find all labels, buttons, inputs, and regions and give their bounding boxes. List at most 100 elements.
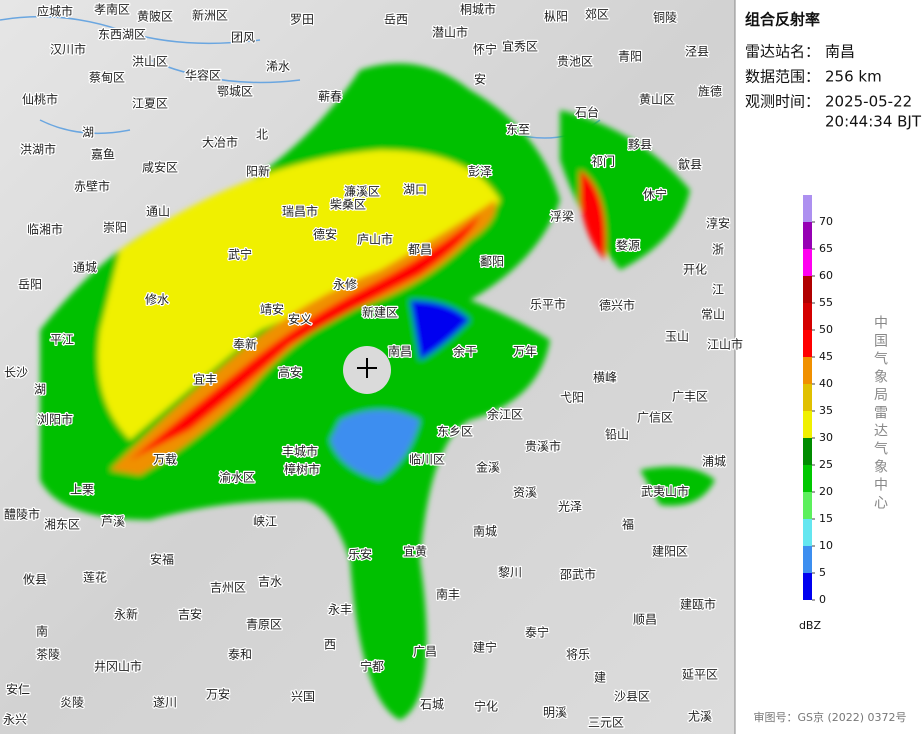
place-label: 洪湖市: [20, 142, 56, 157]
legend-tick-label: 50: [819, 323, 833, 336]
place-label: 安义: [288, 312, 312, 327]
place-label: 湖: [82, 125, 94, 140]
place-label: 浮梁: [550, 209, 574, 224]
place-label: 万安: [206, 687, 230, 702]
place-label: 石城: [420, 698, 444, 712]
station-label: 雷达站名：: [745, 43, 820, 61]
legend-tick-label: 40: [819, 377, 833, 390]
place-label: 邵武市: [560, 567, 596, 582]
place-label: 安仁: [6, 682, 30, 697]
place-label: 南昌: [388, 344, 412, 359]
place-label: 鄂城区: [217, 85, 253, 99]
place-label: 弋阳: [560, 391, 584, 405]
approval-number: 审图号：GS京 (2022) 0372号: [753, 710, 906, 724]
place-label: 歙县: [678, 157, 702, 172]
place-label: 余江区: [487, 407, 523, 422]
place-label: 怀宁: [473, 42, 497, 57]
place-label: 丰城市: [282, 444, 318, 459]
place-label: 宜秀区: [502, 39, 538, 54]
legend-band: [803, 519, 812, 546]
place-label: 大冶市: [202, 135, 238, 150]
place-label: 永丰: [328, 603, 352, 617]
place-label: 安福: [150, 552, 174, 567]
place-label: 湖: [34, 382, 46, 397]
legend-band: [803, 330, 812, 357]
place-label: 德安: [313, 227, 337, 242]
legend-unit: dBZ: [799, 619, 822, 632]
place-label: 东乡区: [437, 425, 473, 439]
place-label: 长沙: [4, 366, 28, 380]
place-label: 贵溪市: [525, 439, 561, 454]
place-label: 遂川: [153, 696, 177, 710]
place-label: 仙桃市: [22, 92, 58, 107]
place-label: 吉水: [258, 575, 282, 589]
time-label: 观测时间：: [745, 93, 820, 111]
place-label: 靖安: [260, 302, 284, 317]
place-label: 赤壁市: [74, 179, 110, 194]
place-label: 青阳: [618, 50, 642, 64]
place-label: 潜山市: [432, 25, 468, 40]
place-label: 金溪: [476, 460, 500, 475]
place-label: 黄陂区: [137, 9, 173, 24]
place-label: 万年: [513, 345, 537, 359]
place-label: 醴陵市: [4, 507, 40, 522]
place-label: 蔡甸区: [89, 71, 125, 85]
legend-band: [803, 276, 812, 303]
place-label: 建阳区: [652, 545, 688, 559]
legend-band: [803, 492, 812, 519]
place-label: 铅山: [605, 428, 629, 442]
place-label: 三元区: [588, 716, 624, 730]
range: 256 km: [825, 68, 882, 86]
place-label: 新建区: [362, 305, 398, 320]
place-label: 建: [594, 671, 606, 685]
place-label: 汉川市: [50, 42, 86, 57]
legend-band: [803, 546, 812, 573]
place-label: 湖口: [403, 182, 427, 197]
place-label: 休宁: [643, 187, 667, 202]
place-label: 泾县: [685, 45, 709, 59]
time: 20:44:34 BJT: [825, 113, 922, 131]
place-label: 江夏区: [132, 97, 168, 111]
place-label: 南城: [473, 524, 497, 539]
place-label: 尤溪: [688, 710, 712, 724]
place-label: 莲花: [83, 570, 107, 585]
place-label: 应城市: [37, 4, 73, 19]
legend-band: [803, 573, 812, 600]
place-label: 广丰区: [672, 390, 708, 404]
radar-echo: [40, 63, 715, 721]
place-label: 北: [256, 128, 268, 142]
legend-tick-label: 65: [819, 242, 833, 255]
place-label: 东西湖区: [98, 27, 146, 42]
place-label: 西: [324, 638, 336, 652]
legend-band: [803, 357, 812, 384]
place-label: 桐城市: [460, 2, 496, 17]
place-label: 浦城: [702, 455, 726, 469]
place-label: 祁门: [591, 154, 615, 169]
place-label: 黄山区: [639, 93, 675, 107]
place-label: 攸县: [23, 572, 47, 587]
place-label: 明溪: [543, 706, 567, 720]
place-label: 峡江: [253, 515, 277, 529]
info-panel: [735, 0, 924, 734]
place-label: 嘉鱼: [91, 148, 115, 162]
place-label: 永兴: [3, 713, 27, 727]
place-label: 德兴市: [599, 298, 635, 313]
place-label: 井冈山市: [94, 659, 142, 674]
place-label: 吉安: [178, 607, 202, 622]
river: [0, 15, 601, 139]
place-label: 宁都: [360, 659, 384, 674]
place-label: 余干: [453, 344, 477, 359]
place-label: 宜黄: [403, 544, 427, 559]
place-label: 玉山: [665, 330, 689, 344]
place-label: 枞阳: [544, 10, 568, 24]
credit: 中国气象局雷达气象中心: [872, 315, 888, 513]
legend-tick-label: 30: [819, 431, 833, 444]
place-label: 永修: [333, 277, 357, 292]
place-label: 瑞昌市: [282, 204, 318, 219]
place-label: 上栗: [70, 483, 94, 497]
place-label: 樟树市: [284, 462, 320, 477]
place-label: 乐平市: [530, 297, 566, 312]
place-label: 茶陵: [36, 647, 60, 662]
place-label: 通城: [73, 261, 97, 275]
